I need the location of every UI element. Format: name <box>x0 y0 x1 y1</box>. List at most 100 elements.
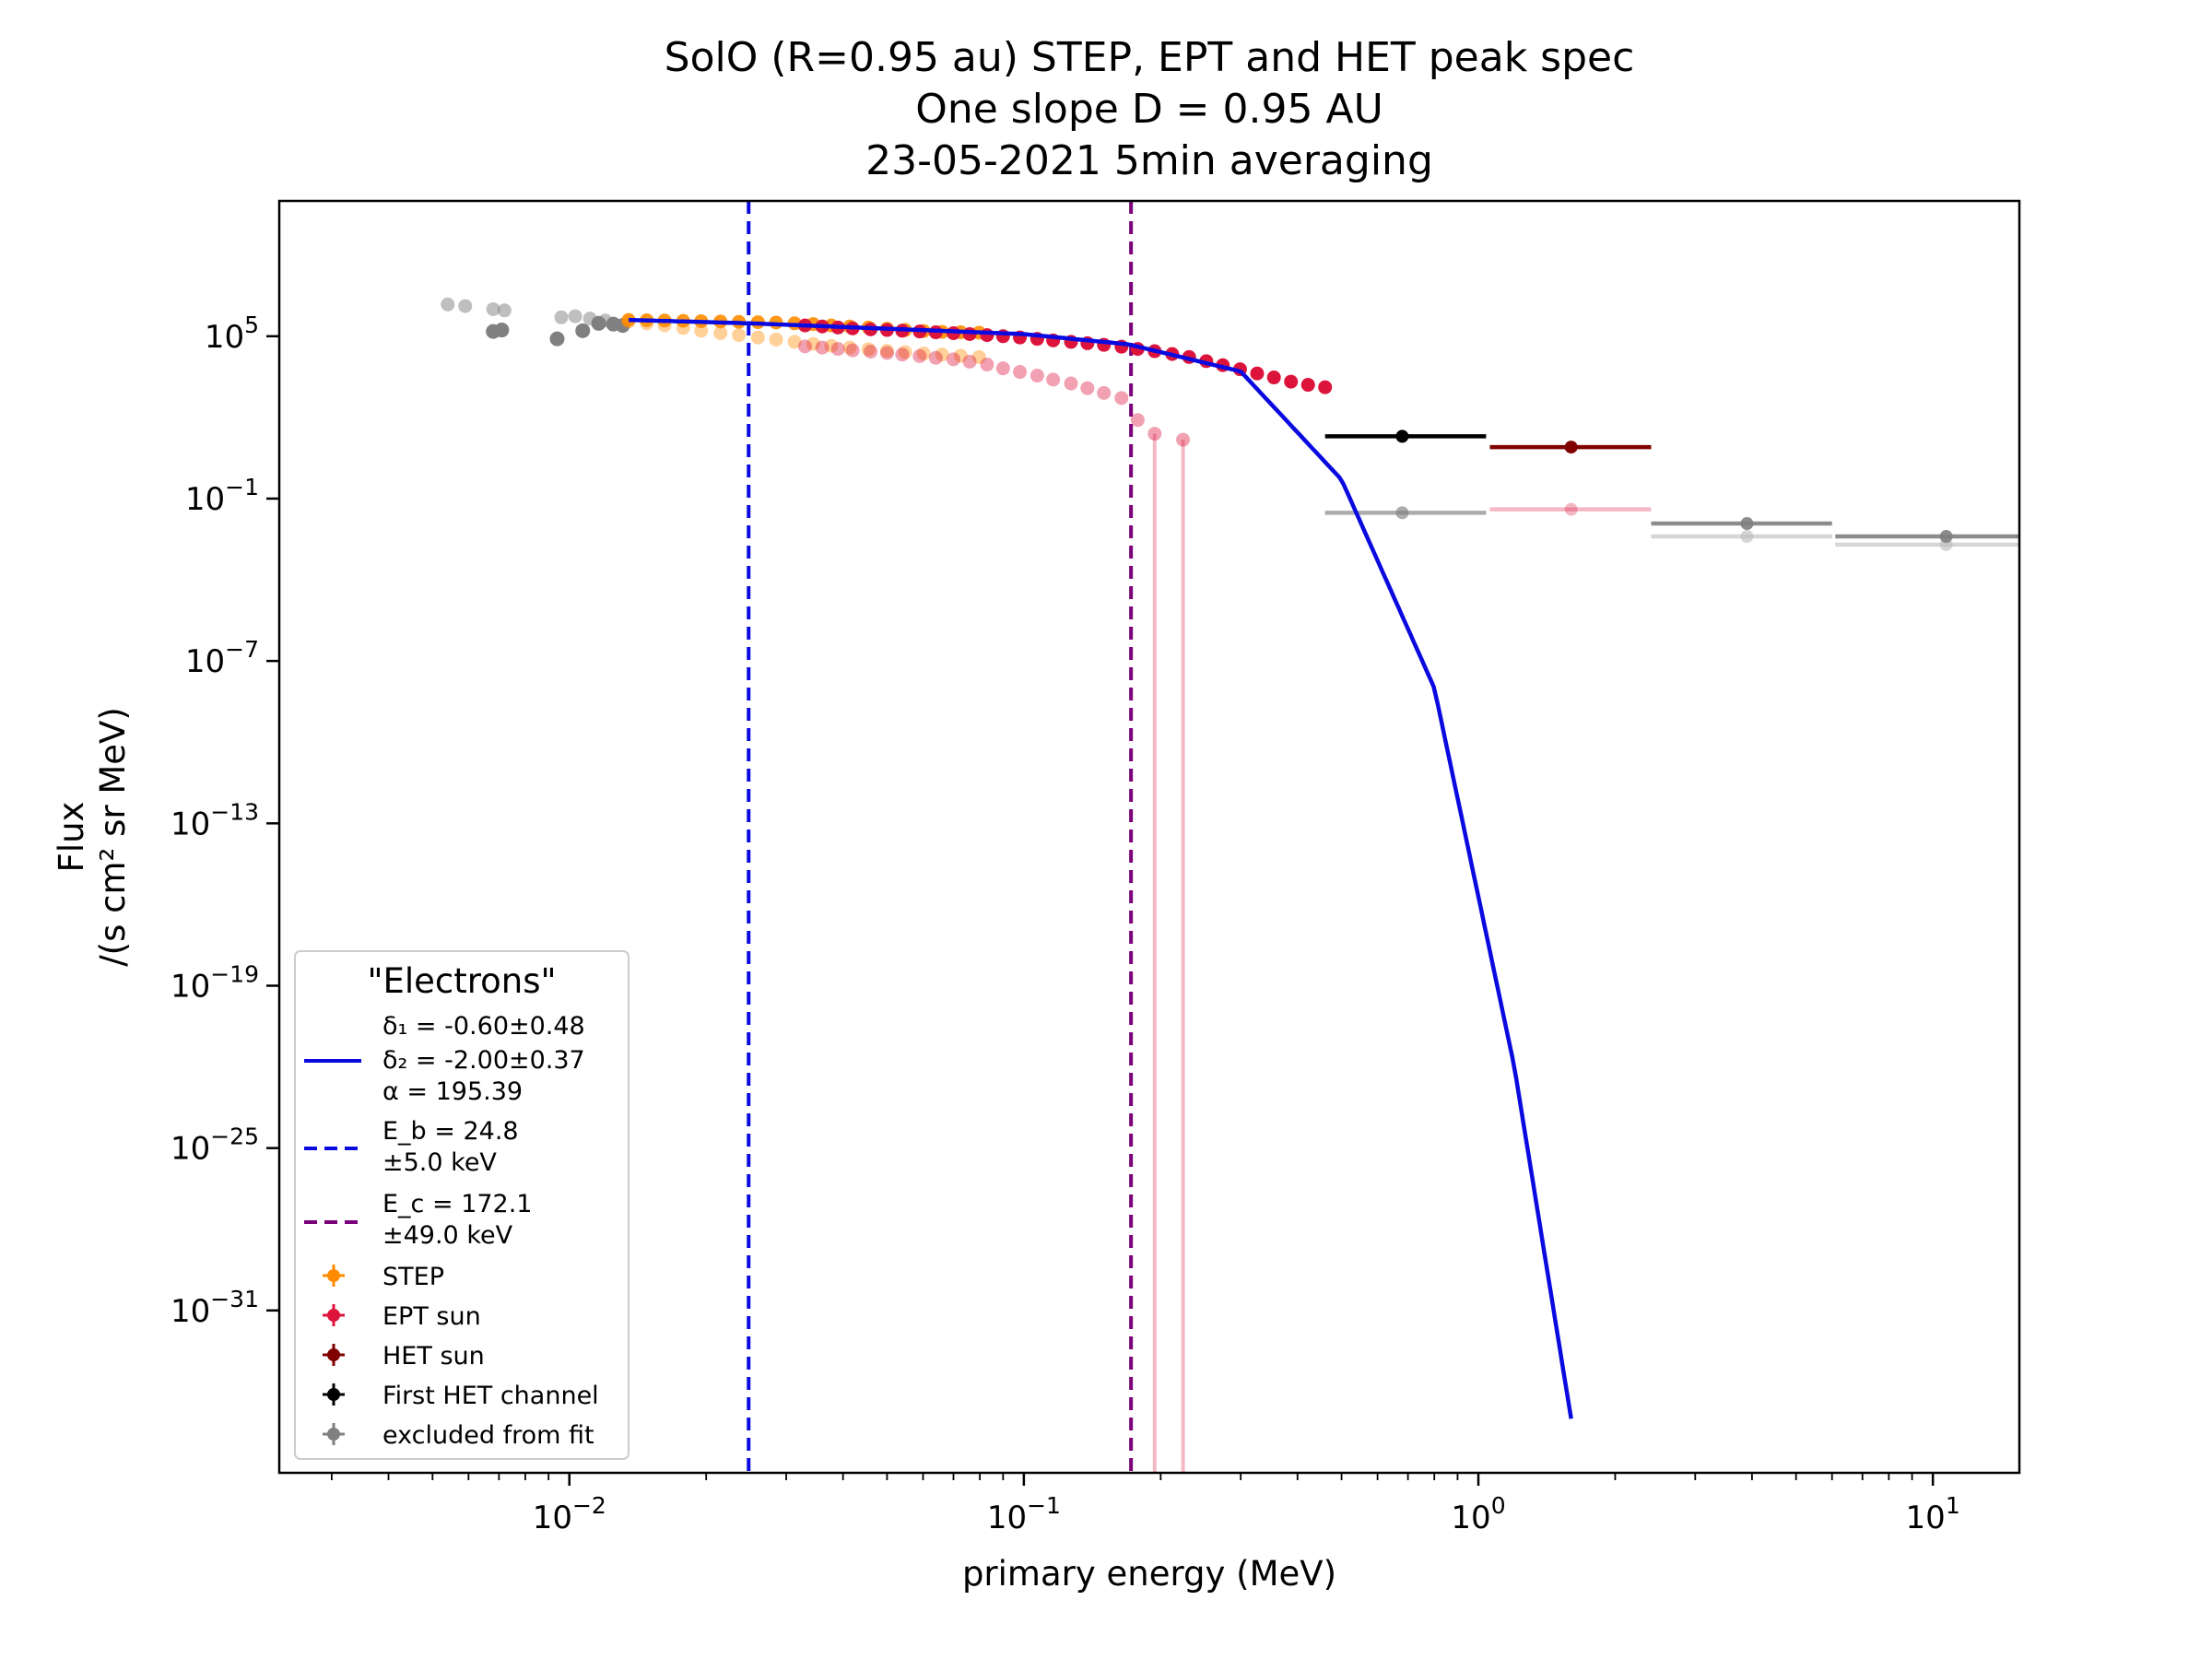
legend-first-het-label: First HET channel <box>382 1382 599 1410</box>
point-step_lower <box>750 330 765 345</box>
y-tick-label: 10−31 <box>171 1286 259 1330</box>
legend-ept-label: EPT sun <box>382 1302 481 1331</box>
x-tick-label: 101 <box>1906 1492 1960 1536</box>
chart-title-line-3: 23-05-2021 5min averaging <box>865 137 1433 184</box>
point-ept_lower <box>879 346 894 360</box>
legend-fit-line-2: δ₂ = -2.00±0.37 <box>382 1046 585 1075</box>
legend: "Electrons" δ₁ = -0.60±0.48 δ₂ = -2.00±0… <box>294 950 629 1460</box>
point-excluded_grey <box>441 297 455 312</box>
fit-curve <box>628 317 1573 1419</box>
legend-first-het-marker <box>323 1383 345 1406</box>
y-tick-label: 10−19 <box>171 960 259 1005</box>
point-ept_upper <box>1266 371 1281 385</box>
y-tick-label: 10−7 <box>185 636 259 680</box>
point-ept_upper <box>1250 366 1265 381</box>
legend-frame <box>294 950 629 1460</box>
plot-frame <box>277 199 2021 1475</box>
legend-ec-line-1: E_c = 172.1 <box>382 1190 533 1218</box>
point-ept_lower <box>995 361 1010 376</box>
het-sun-point <box>1564 441 1578 454</box>
point-ept_upper <box>980 328 994 343</box>
point-ept_lower <box>1147 427 1162 441</box>
point-ept_lower <box>1013 365 1028 380</box>
point-step_lower <box>898 345 912 359</box>
point-ept_lower <box>895 347 910 362</box>
point-excluded_grey <box>497 303 512 318</box>
legend-title: "Electrons" <box>367 961 556 1001</box>
point-step_lower <box>953 348 968 363</box>
point-ept_lower <box>864 345 878 359</box>
point-ept_lower <box>1176 432 1191 447</box>
grey-high-2-point <box>1939 530 1953 544</box>
point-excluded_dark <box>575 323 591 338</box>
x-tick-label: 10−2 <box>533 1492 606 1536</box>
point-step_lower <box>769 332 783 347</box>
point-step_lower <box>824 338 839 353</box>
point-step_lower <box>787 335 802 349</box>
point-step_lower <box>861 342 876 357</box>
legend-het-label: HET sun <box>382 1342 485 1371</box>
grey-high-1-point <box>1740 517 1754 531</box>
point-ept_lower <box>962 354 977 369</box>
point-step_lower <box>916 347 931 361</box>
point-excluded_grey <box>458 299 473 313</box>
point-ept_lower <box>797 339 812 354</box>
y-tick-label: 10−1 <box>185 474 259 518</box>
point-ept_lower <box>946 352 960 367</box>
legend-step-marker <box>323 1265 345 1287</box>
legend-het-marker <box>323 1344 345 1366</box>
y-axis-label-line-2: /(s cm² sr MeV) <box>93 707 133 967</box>
first-het-point <box>1395 429 1409 443</box>
y-axis-label-line-1: Flux <box>52 802 91 873</box>
y-tick-label: 10−13 <box>171 798 259 842</box>
point-ept_upper <box>1318 380 1333 394</box>
point-ept_upper <box>1284 374 1299 389</box>
point-ept_lower <box>1097 385 1112 400</box>
point-excluded_dark <box>591 315 606 331</box>
chart-title-line-2: One slope D = 0.95 AU <box>915 86 1383 133</box>
point-step_lower <box>879 344 894 359</box>
point-ept_lower <box>830 342 845 357</box>
point-step_lower <box>971 349 986 364</box>
legend-eb-line-2: ±5.0 keV <box>382 1148 497 1177</box>
point-ept_lower <box>1046 372 1061 387</box>
point-ept_lower <box>1080 381 1095 395</box>
x-tick-label: 100 <box>1451 1492 1505 1536</box>
point-step_lower <box>935 347 949 362</box>
legend-step-label: STEP <box>382 1263 444 1291</box>
legend-ec-line-2: ±49.0 keV <box>382 1221 513 1250</box>
legend-fit-line-3: α = 195.39 <box>382 1077 523 1106</box>
legend-eb-line-1: E_b = 24.8 <box>382 1117 519 1146</box>
first-het-faint-point <box>1395 506 1409 520</box>
point-excluded_dark <box>494 323 510 338</box>
y-tick-label: 105 <box>205 312 259 356</box>
grey-high-faint-1-point <box>1740 530 1754 544</box>
point-excluded_grey <box>568 309 582 324</box>
x-tick-label: 10−1 <box>987 1492 1061 1536</box>
point-ept_lower <box>1130 413 1145 428</box>
point-ept_lower <box>912 348 927 363</box>
point-excluded_dark <box>549 331 565 347</box>
point-step_lower <box>694 324 709 338</box>
point-ept_lower <box>1064 376 1078 391</box>
point-ept_lower <box>1030 369 1044 383</box>
point-step_lower <box>806 336 820 351</box>
point-ept_lower <box>980 358 994 372</box>
point-step_lower <box>732 328 747 343</box>
point-ept_lower <box>815 340 830 355</box>
point-excluded_grey <box>554 310 569 324</box>
legend-fit-line-1: δ₁ = -0.60±0.48 <box>382 1012 585 1041</box>
het-faint-point <box>1564 502 1578 516</box>
point-ept_upper <box>1300 378 1315 393</box>
point-ept_lower <box>1114 391 1129 406</box>
chart-title-line-1: SolO (R=0.95 au) STEP, EPT and HET peak … <box>665 34 1635 81</box>
y-tick-label: 10−25 <box>171 1124 259 1168</box>
x-axis-label: primary energy (MeV) <box>962 1554 1336 1594</box>
point-ept_lower <box>845 343 860 358</box>
point-step_lower <box>713 325 728 340</box>
point-step_lower <box>842 340 857 355</box>
legend-excluded-label: excluded from fit <box>382 1421 594 1450</box>
legend-excluded-marker <box>323 1423 345 1445</box>
point-excluded_grey <box>486 301 500 316</box>
